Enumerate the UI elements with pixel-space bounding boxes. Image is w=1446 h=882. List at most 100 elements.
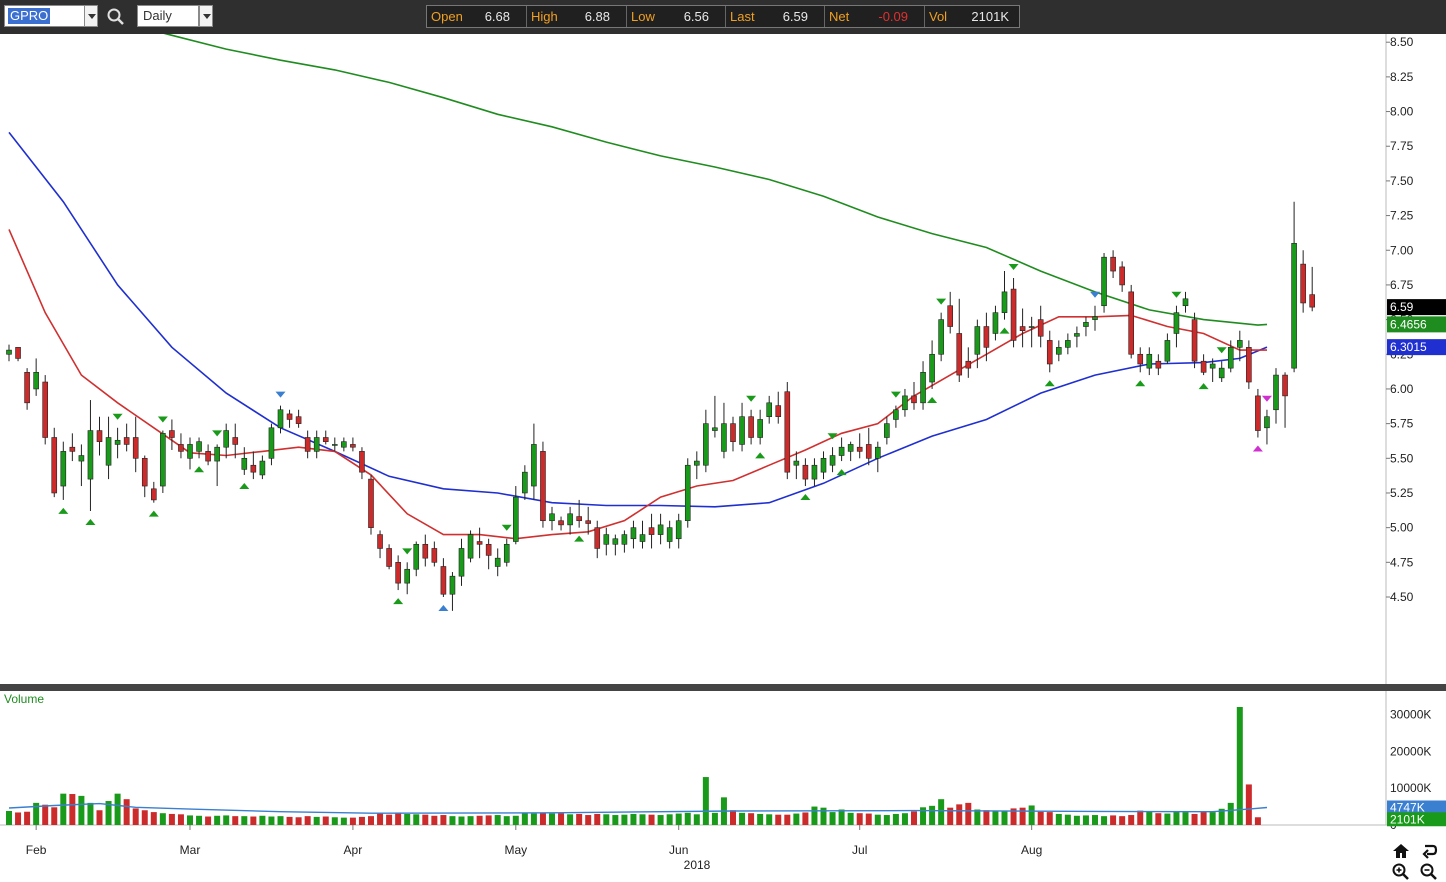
signal-marker: [927, 396, 938, 403]
candle-body: [784, 391, 791, 473]
candle-body: [87, 430, 94, 480]
undo-icon[interactable]: [1419, 841, 1439, 861]
volume-bar: [1028, 805, 1035, 825]
candlestick: [313, 430, 320, 459]
symbol-input[interactable]: GPRO: [4, 5, 86, 27]
candlestick: [784, 382, 791, 480]
period-dropdown-button[interactable]: [199, 5, 213, 27]
signal-marker: [393, 598, 404, 605]
candlestick: [1046, 330, 1053, 373]
candlestick: [956, 298, 963, 383]
volume-bar: [358, 816, 365, 825]
candlestick: [467, 530, 474, 563]
volume-bar: [159, 813, 166, 825]
candle-body: [748, 416, 754, 438]
price-tick-label: 7.75: [1390, 139, 1414, 153]
volume-bar: [820, 807, 827, 825]
volume-bar: [612, 815, 619, 825]
candle-body: [1182, 298, 1189, 307]
candlestick: [657, 513, 664, 545]
volume-bar: [739, 812, 746, 825]
volume-bar: [965, 802, 972, 825]
home-icon[interactable]: [1391, 841, 1411, 861]
candle-body: [431, 548, 438, 563]
candle-body: [24, 372, 30, 404]
volume-bar: [141, 810, 148, 825]
volume-bar: [349, 817, 356, 825]
price-tick-label: 4.75: [1390, 555, 1414, 569]
candlestick: [350, 437, 356, 452]
candle-body: [151, 488, 157, 501]
candle-body: [503, 543, 510, 563]
quote-label: Open: [431, 9, 463, 24]
volume-bar: [1191, 813, 1198, 825]
candlestick: [730, 416, 736, 452]
candle-body: [675, 520, 682, 540]
quote-label: Last: [730, 9, 755, 24]
candlestick: [1282, 372, 1288, 428]
volume-bar: [630, 813, 637, 825]
quote-low: Low 6.56: [627, 6, 726, 27]
signal-marker: [890, 391, 901, 398]
candle-body: [893, 409, 899, 420]
volume-bar: [150, 812, 157, 825]
candlestick: [1037, 305, 1044, 348]
candlestick: [196, 437, 202, 459]
candlestick: [1191, 312, 1198, 369]
signal-marker: [239, 482, 250, 489]
candle-body: [114, 439, 121, 445]
candlestick: [594, 520, 601, 559]
volume-bar: [114, 793, 121, 825]
candle-body: [820, 457, 827, 473]
candlestick: [712, 395, 718, 438]
candle-body: [1273, 374, 1279, 411]
candlestick: [377, 530, 383, 559]
zoom-out-icon[interactable]: [1419, 862, 1439, 882]
volume-bar: [539, 813, 546, 825]
zoom-in-icon[interactable]: [1391, 862, 1411, 882]
candle-body: [874, 446, 881, 459]
candle-body: [1282, 374, 1288, 397]
signal-marker: [827, 433, 838, 440]
quote-label: Vol: [929, 9, 948, 24]
candlestick: [938, 312, 944, 362]
candle-body: [512, 496, 519, 542]
candlestick: [703, 409, 709, 473]
price-tick-label: 8.25: [1390, 70, 1414, 84]
volume-bar: [15, 812, 22, 825]
volume-bar: [259, 815, 266, 825]
candle-body: [395, 562, 401, 584]
candlestick: [1028, 316, 1035, 348]
stock-chart[interactable]: 4.504.755.005.255.505.756.006.256.506.75…: [0, 34, 1446, 881]
candlestick: [1092, 305, 1098, 331]
candlestick: [386, 544, 392, 570]
search-icon[interactable]: [106, 7, 126, 27]
volume-bar: [340, 817, 347, 825]
volume-bar: [693, 814, 700, 825]
candlestick: [684, 458, 691, 528]
candlestick: [902, 388, 908, 417]
symbol-text: GPRO: [8, 8, 51, 24]
candlestick: [1237, 330, 1243, 362]
candle-body: [1255, 395, 1261, 431]
candlestick: [666, 520, 673, 549]
candle-body: [793, 460, 800, 466]
candle-body: [567, 513, 573, 526]
quote-value: 2101K: [971, 9, 1009, 24]
candlestick: [531, 423, 537, 500]
period-select[interactable]: Daily: [137, 5, 199, 27]
candlestick: [1019, 308, 1026, 348]
symbol-dropdown-button[interactable]: [84, 5, 98, 27]
volume-bar: [51, 807, 58, 825]
volume-bar: [621, 814, 628, 825]
ma-200-line: [163, 34, 1268, 326]
candlestick: [1128, 284, 1134, 359]
signal-marker: [836, 469, 847, 476]
quote-label: High: [531, 9, 558, 24]
candlestick: [51, 427, 58, 498]
signal-marker: [936, 298, 947, 305]
candle-body: [1173, 312, 1180, 334]
candlestick: [1300, 250, 1306, 313]
candlestick: [1001, 271, 1008, 320]
candlestick: [87, 400, 94, 512]
